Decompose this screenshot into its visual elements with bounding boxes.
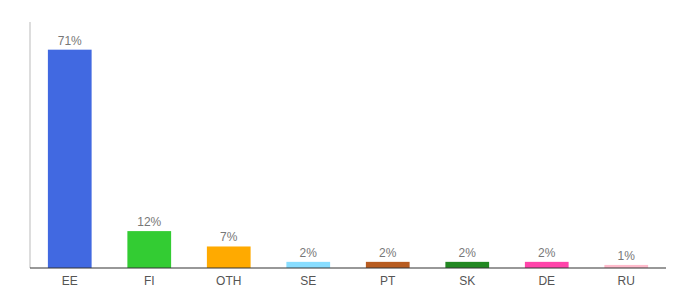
chart-container: EE FI OTH SE PT SK DE RU 71% 12% 7% 2% 2% 2% 2% 1%: [0, 0, 680, 300]
bar: [207, 246, 251, 268]
data-label: 12%: [137, 215, 161, 229]
x-tick-label: OTH: [216, 274, 241, 288]
x-tick-label: RU: [618, 274, 635, 288]
x-tick-label: SK: [459, 274, 475, 288]
chart: EE FI OTH SE PT SK DE RU 71% 12% 7% 2% 2% 2% 2% 1%: [0, 0, 680, 300]
data-label: 1%: [618, 249, 636, 263]
data-label: 2%: [459, 246, 477, 260]
y-axis-line: [30, 22, 31, 268]
bar: [525, 262, 569, 268]
data-label: 2%: [538, 246, 556, 260]
data-label: 7%: [220, 230, 238, 244]
bars: [48, 50, 648, 268]
bar: [286, 262, 330, 268]
data-label: 71%: [58, 34, 82, 48]
x-tick-label: PT: [380, 274, 396, 288]
data-label: 2%: [379, 246, 397, 260]
bar: [445, 262, 489, 268]
bar: [366, 262, 410, 268]
x-tick-label: FI: [144, 274, 155, 288]
data-label: 2%: [300, 246, 318, 260]
x-tick-label: EE: [62, 274, 78, 288]
axes: EE FI OTH SE PT SK DE RU: [30, 22, 666, 288]
x-tick-label: DE: [538, 274, 555, 288]
bar: [48, 50, 92, 268]
x-axis-line: [30, 267, 666, 268]
data-labels: 71% 12% 7% 2% 2% 2% 2% 1%: [58, 34, 636, 263]
x-tick-label: SE: [300, 274, 316, 288]
bar: [127, 231, 171, 268]
